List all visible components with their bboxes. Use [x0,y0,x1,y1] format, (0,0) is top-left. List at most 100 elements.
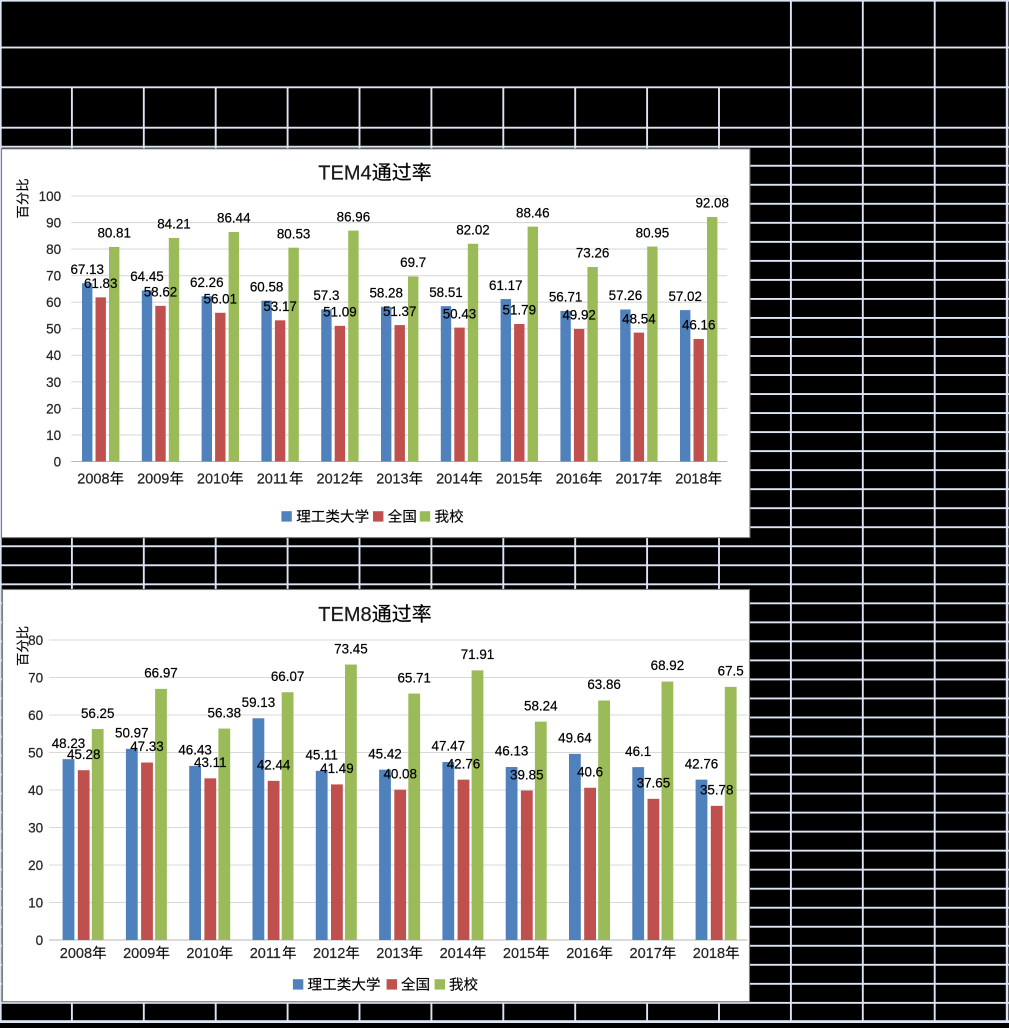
svg-text:2011: 2011 [250,946,281,962]
svg-text:2017: 2017 [616,472,648,488]
svg-text:TEM4: TEM4 [318,163,371,185]
svg-text:88.46: 88.46 [516,205,550,220]
svg-text:39.85: 39.85 [510,767,544,782]
svg-text:47.33: 47.33 [130,739,164,754]
svg-text:100: 100 [39,189,62,204]
svg-text:30: 30 [28,820,43,835]
svg-text:41.49: 41.49 [320,761,354,776]
svg-text:92.08: 92.08 [695,196,729,211]
svg-text:51.79: 51.79 [503,303,537,318]
svg-text:61.17: 61.17 [489,278,523,293]
svg-text:66.07: 66.07 [271,669,305,684]
svg-text:2013: 2013 [376,946,408,962]
svg-text:20: 20 [28,858,43,873]
svg-text:56.25: 56.25 [81,706,115,721]
svg-text:58.51: 58.51 [429,285,463,300]
svg-text:2015: 2015 [503,946,535,962]
svg-text:46.13: 46.13 [495,744,529,759]
svg-text:66.97: 66.97 [144,666,178,681]
svg-text:80: 80 [28,633,43,648]
svg-text:49.64: 49.64 [558,731,592,746]
svg-text:2012: 2012 [317,472,349,488]
svg-text:40: 40 [46,348,61,363]
svg-text:0: 0 [36,933,44,948]
svg-text:45.11: 45.11 [305,748,338,763]
svg-text:0: 0 [54,454,62,469]
svg-text:TEM8: TEM8 [318,604,371,626]
svg-text:84.21: 84.21 [157,217,191,232]
svg-text:50: 50 [28,745,43,760]
svg-text:71.91: 71.91 [461,647,495,662]
svg-text:60.58: 60.58 [250,279,284,294]
svg-text:48.23: 48.23 [52,736,86,751]
svg-text:2011: 2011 [257,472,288,488]
svg-text:42.76: 42.76 [447,756,481,771]
svg-text:73.26: 73.26 [576,246,610,261]
svg-text:62.26: 62.26 [190,275,224,290]
svg-text:42.44: 42.44 [257,758,291,773]
svg-text:2008: 2008 [77,472,109,488]
svg-text:51.09: 51.09 [323,305,357,320]
svg-text:86.44: 86.44 [217,211,251,226]
svg-text:2016: 2016 [566,946,598,962]
svg-text:2015: 2015 [496,472,528,488]
svg-text:2010: 2010 [197,472,229,488]
svg-text:50: 50 [46,322,61,337]
svg-text:53.17: 53.17 [263,299,297,314]
svg-text:49.92: 49.92 [562,308,596,323]
svg-text:50.43: 50.43 [443,306,477,321]
svg-text:40: 40 [28,783,43,798]
svg-text:2009: 2009 [137,472,169,488]
svg-text:2012: 2012 [313,946,345,962]
svg-text:67.5: 67.5 [718,664,744,679]
svg-text:58.62: 58.62 [144,285,178,300]
svg-text:2017: 2017 [630,946,662,962]
svg-text:2013: 2013 [376,472,408,488]
svg-text:2014: 2014 [436,472,468,488]
svg-text:58.28: 58.28 [369,286,403,301]
svg-text:2016: 2016 [556,472,588,488]
svg-text:2018: 2018 [675,472,707,488]
svg-text:10: 10 [28,895,43,910]
svg-text:47.47: 47.47 [432,739,466,754]
svg-text:57.26: 57.26 [609,288,643,303]
svg-text:80.81: 80.81 [97,226,131,241]
svg-text:86.96: 86.96 [337,209,371,224]
svg-text:80: 80 [46,242,61,257]
svg-text:2009: 2009 [123,946,155,962]
svg-text:42.76: 42.76 [685,756,719,771]
svg-text:56.01: 56.01 [204,292,238,307]
svg-text:82.02: 82.02 [456,222,490,237]
svg-text:46.1: 46.1 [625,744,651,759]
svg-text:45.28: 45.28 [67,747,101,762]
svg-text:46.43: 46.43 [178,743,212,758]
svg-text:67.13: 67.13 [70,262,104,277]
svg-text:60: 60 [46,295,61,310]
svg-text:64.45: 64.45 [130,269,164,284]
svg-text:40.08: 40.08 [383,766,417,781]
svg-text:43.11: 43.11 [194,755,227,770]
svg-text:40.6: 40.6 [577,765,603,780]
svg-text:70: 70 [46,269,61,284]
svg-text:90: 90 [46,216,61,231]
svg-text:57.3: 57.3 [313,288,339,303]
svg-text:61.83: 61.83 [84,276,118,291]
svg-text:2014: 2014 [440,946,472,962]
svg-text:60: 60 [28,708,43,723]
svg-text:51.37: 51.37 [383,304,417,319]
svg-text:58.24: 58.24 [524,698,558,713]
svg-text:65.71: 65.71 [397,670,431,685]
svg-text:63.86: 63.86 [587,677,621,692]
svg-text:69.7: 69.7 [400,255,426,270]
svg-text:10: 10 [46,428,61,443]
svg-text:50.97: 50.97 [115,726,149,741]
svg-text:59.13: 59.13 [242,695,276,710]
svg-text:37.65: 37.65 [637,776,671,791]
svg-text:2008: 2008 [60,946,92,962]
svg-text:56.71: 56.71 [549,290,583,305]
svg-text:80.95: 80.95 [636,225,670,240]
svg-text:20: 20 [46,401,61,416]
svg-text:57.02: 57.02 [668,289,702,304]
svg-text:56.38: 56.38 [208,705,242,720]
svg-text:2018: 2018 [693,946,725,962]
